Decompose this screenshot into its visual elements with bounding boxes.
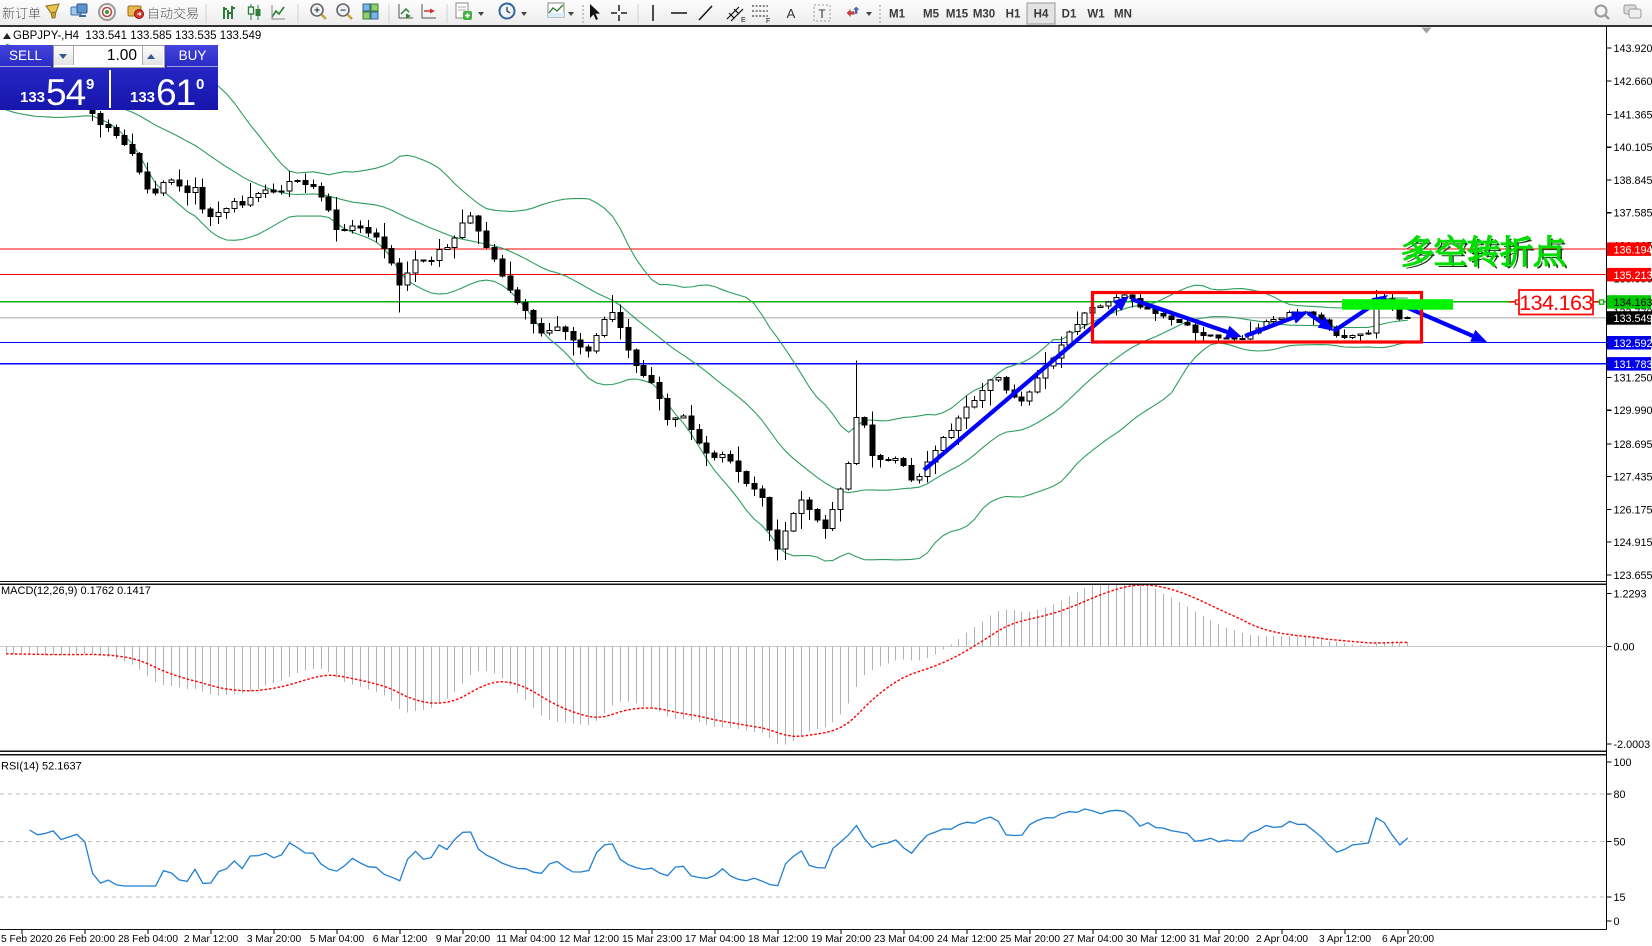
svg-text:129.990: 129.990 <box>1614 405 1652 417</box>
svg-text:6 Mar 12:00: 6 Mar 12:00 <box>373 934 428 945</box>
svg-text:100: 100 <box>1614 757 1632 769</box>
svg-text:134.163: 134.163 <box>1519 291 1593 315</box>
svg-text:2 Mar 12:00: 2 Mar 12:00 <box>184 934 239 945</box>
svg-text:131.783: 131.783 <box>1614 359 1652 371</box>
svg-text:3 Apr 12:00: 3 Apr 12:00 <box>1319 934 1371 945</box>
svg-text:124.915: 124.915 <box>1614 537 1652 549</box>
svg-text:A: A <box>787 6 796 21</box>
svg-text:126.175: 126.175 <box>1614 504 1652 516</box>
svg-text:142.660: 142.660 <box>1614 76 1652 88</box>
svg-text:15: 15 <box>1614 892 1626 904</box>
svg-text:19 Mar 20:00: 19 Mar 20:00 <box>811 934 871 945</box>
svg-text:136.194: 136.194 <box>1614 244 1652 256</box>
svg-text:H1: H1 <box>1006 9 1021 21</box>
svg-text:+: + <box>314 6 320 17</box>
svg-text:2 Apr 04:00: 2 Apr 04:00 <box>1256 934 1308 945</box>
svg-text:31 Mar 20:00: 31 Mar 20:00 <box>1189 934 1249 945</box>
svg-text:6 Apr 20:00: 6 Apr 20:00 <box>1382 934 1434 945</box>
svg-text:5 Feb 2020: 5 Feb 2020 <box>1 934 53 945</box>
svg-text:123.655: 123.655 <box>1614 570 1652 582</box>
svg-text:135.213: 135.213 <box>1614 270 1652 282</box>
svg-text:132.592: 132.592 <box>1614 338 1652 350</box>
svg-text:24 Mar 12:00: 24 Mar 12:00 <box>937 934 997 945</box>
svg-text:11 Mar 04:00: 11 Mar 04:00 <box>496 934 556 945</box>
svg-text:12 Mar 12:00: 12 Mar 12:00 <box>559 934 619 945</box>
svg-text:3 Mar 20:00: 3 Mar 20:00 <box>247 934 302 945</box>
svg-text:−: − <box>340 6 346 17</box>
svg-text:RSI(14) 52.1637: RSI(14) 52.1637 <box>1 761 82 773</box>
svg-text:138.845: 138.845 <box>1614 175 1652 187</box>
svg-text:140.105: 140.105 <box>1614 142 1652 154</box>
svg-text:M15: M15 <box>946 9 969 21</box>
svg-text:5 Mar 04:00: 5 Mar 04:00 <box>310 934 365 945</box>
svg-text:M30: M30 <box>973 9 995 21</box>
svg-text:80: 80 <box>1614 789 1626 801</box>
svg-text:141.365: 141.365 <box>1614 109 1652 121</box>
svg-text:25 Mar 20:00: 25 Mar 20:00 <box>1000 934 1060 945</box>
svg-text:28 Feb 04:00: 28 Feb 04:00 <box>118 934 178 945</box>
svg-text:50: 50 <box>1614 837 1626 849</box>
svg-text:H4: H4 <box>1034 9 1049 21</box>
svg-text:134.163: 134.163 <box>1614 297 1652 309</box>
svg-text:9 Mar 20:00: 9 Mar 20:00 <box>436 934 491 945</box>
svg-text:23 Mar 04:00: 23 Mar 04:00 <box>874 934 934 945</box>
svg-text:15 Mar 23:00: 15 Mar 23:00 <box>622 934 682 945</box>
svg-text:131.250: 131.250 <box>1614 372 1652 384</box>
svg-text:0: 0 <box>1614 916 1620 928</box>
svg-text:D1: D1 <box>1062 9 1077 21</box>
svg-text:18 Mar 12:00: 18 Mar 12:00 <box>748 934 808 945</box>
svg-text:1.2293: 1.2293 <box>1614 589 1647 601</box>
svg-text:MACD(12,26,9) 0.1762 0.1417: MACD(12,26,9) 0.1762 0.1417 <box>1 585 151 597</box>
svg-text:128.695: 128.695 <box>1614 439 1652 451</box>
svg-text:27 Mar 04:00: 27 Mar 04:00 <box>1063 934 1123 945</box>
svg-text:30 Mar 12:00: 30 Mar 12:00 <box>1126 934 1186 945</box>
svg-text:M1: M1 <box>889 9 906 21</box>
svg-text:26 Feb 20:00: 26 Feb 20:00 <box>55 934 115 945</box>
svg-text:133.549: 133.549 <box>1614 313 1652 325</box>
svg-text:W1: W1 <box>1087 9 1105 21</box>
svg-text:M5: M5 <box>923 9 940 21</box>
svg-text:F: F <box>766 18 770 25</box>
svg-text:143.920: 143.920 <box>1614 43 1652 55</box>
svg-text:T: T <box>818 7 826 21</box>
svg-text:-2.0003: -2.0003 <box>1614 739 1651 751</box>
svg-text:17 Mar 04:00: 17 Mar 04:00 <box>685 934 745 945</box>
svg-text:0.00: 0.00 <box>1614 642 1635 654</box>
svg-text:E: E <box>741 17 746 24</box>
svg-text:127.435: 127.435 <box>1614 472 1652 484</box>
svg-text:137.585: 137.585 <box>1614 208 1652 220</box>
svg-text:MN: MN <box>1114 9 1132 21</box>
